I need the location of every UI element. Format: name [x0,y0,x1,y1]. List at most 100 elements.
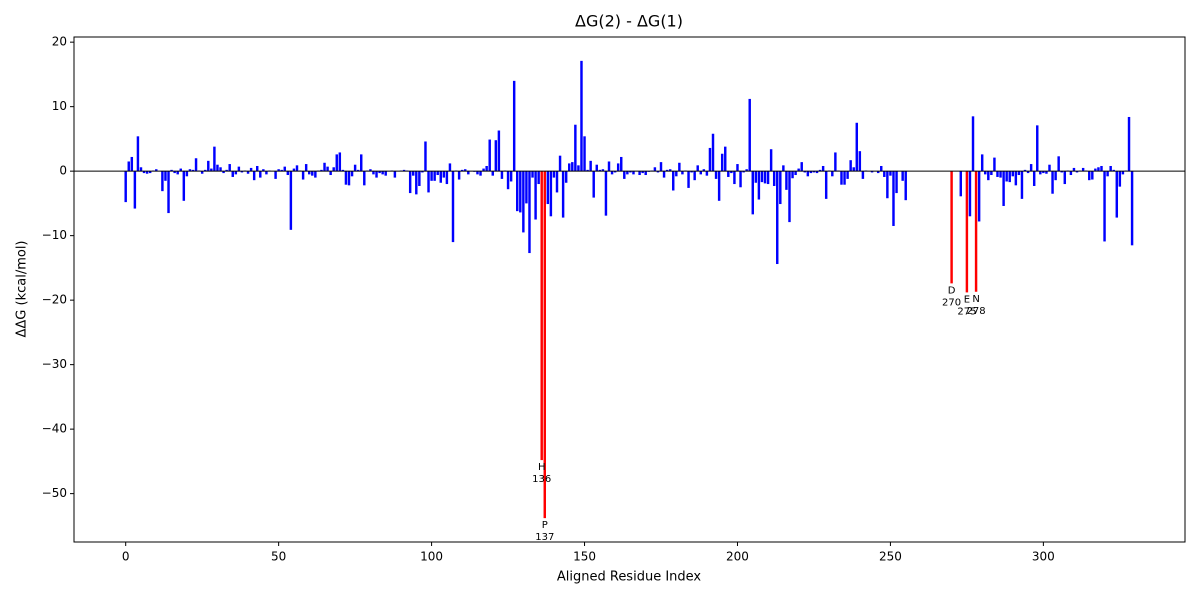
bar [237,166,241,172]
bar [1008,171,1011,183]
bar [984,171,987,175]
bar [482,168,485,172]
bar [485,165,488,172]
bar [259,171,262,178]
bar [516,171,519,212]
bar [571,162,574,172]
bar [127,161,130,172]
bar [188,169,192,172]
bar [693,171,696,181]
bar [791,171,794,179]
annotation-index: 137 [535,532,554,543]
y-tick-label: −20 [42,293,67,307]
bar [155,169,158,172]
bar [754,171,758,183]
bar [1103,171,1106,242]
bar [136,136,140,172]
bar [748,98,751,172]
bar [451,171,455,243]
bar [586,169,589,172]
bar [629,171,632,173]
bar [145,171,149,174]
bar [883,171,886,177]
bar [173,171,176,174]
bar [672,171,675,191]
bar [730,171,733,174]
bar [779,171,782,205]
bar [512,80,516,172]
bar [522,171,525,233]
bar [393,171,397,178]
bar [690,171,693,173]
bar [653,167,657,172]
bar [534,171,537,220]
bar [176,171,179,175]
bar [1127,116,1131,172]
bar [876,171,880,174]
bar [1100,165,1103,172]
bar [785,171,788,190]
x-tick-label: 300 [1032,550,1055,564]
annotation-index: 270 [942,297,961,308]
bar [219,167,222,172]
bar [1060,171,1063,173]
bar [717,171,721,201]
bar [1069,171,1073,176]
bar [427,171,430,193]
bar [262,169,265,172]
bar [965,171,969,293]
bar [760,171,764,183]
bar [445,171,449,185]
bar [904,171,907,201]
annotation-residue: D [948,285,956,296]
bar [179,168,182,172]
bar [1094,168,1097,172]
bar [194,158,198,172]
bar [806,171,810,177]
annotation-residue: P [542,520,548,531]
bar [476,171,479,175]
bar [341,169,345,172]
bar [1036,125,1039,172]
bar [277,169,280,172]
annotation-index: 136 [532,474,551,485]
x-tick-label: 250 [879,550,902,564]
bar [818,169,822,172]
bar [574,124,577,172]
bar [1130,171,1134,246]
bar [506,171,510,190]
bar [347,171,351,186]
bar [1121,171,1125,175]
bar [167,171,170,214]
bar [1014,171,1018,186]
bar [142,171,146,174]
bar [766,171,770,185]
x-tick-label: 150 [573,550,596,564]
bar [996,171,999,177]
bar [895,171,898,194]
bar [769,149,773,172]
bar [1072,167,1076,172]
bar [418,171,421,186]
bar [870,171,874,173]
bar [702,169,706,172]
bar [412,171,415,176]
bar [843,171,846,185]
bar [1005,171,1008,182]
bar [442,171,446,178]
bar [641,171,644,174]
bar [295,165,299,172]
bar [320,169,323,172]
bar [479,171,482,176]
bar [1057,156,1060,172]
bar [213,146,216,172]
bar [1081,167,1085,172]
bar [678,162,681,172]
bar [460,169,464,172]
bar [164,171,167,181]
bar [344,171,348,185]
bar [889,171,892,176]
bar [191,169,195,172]
